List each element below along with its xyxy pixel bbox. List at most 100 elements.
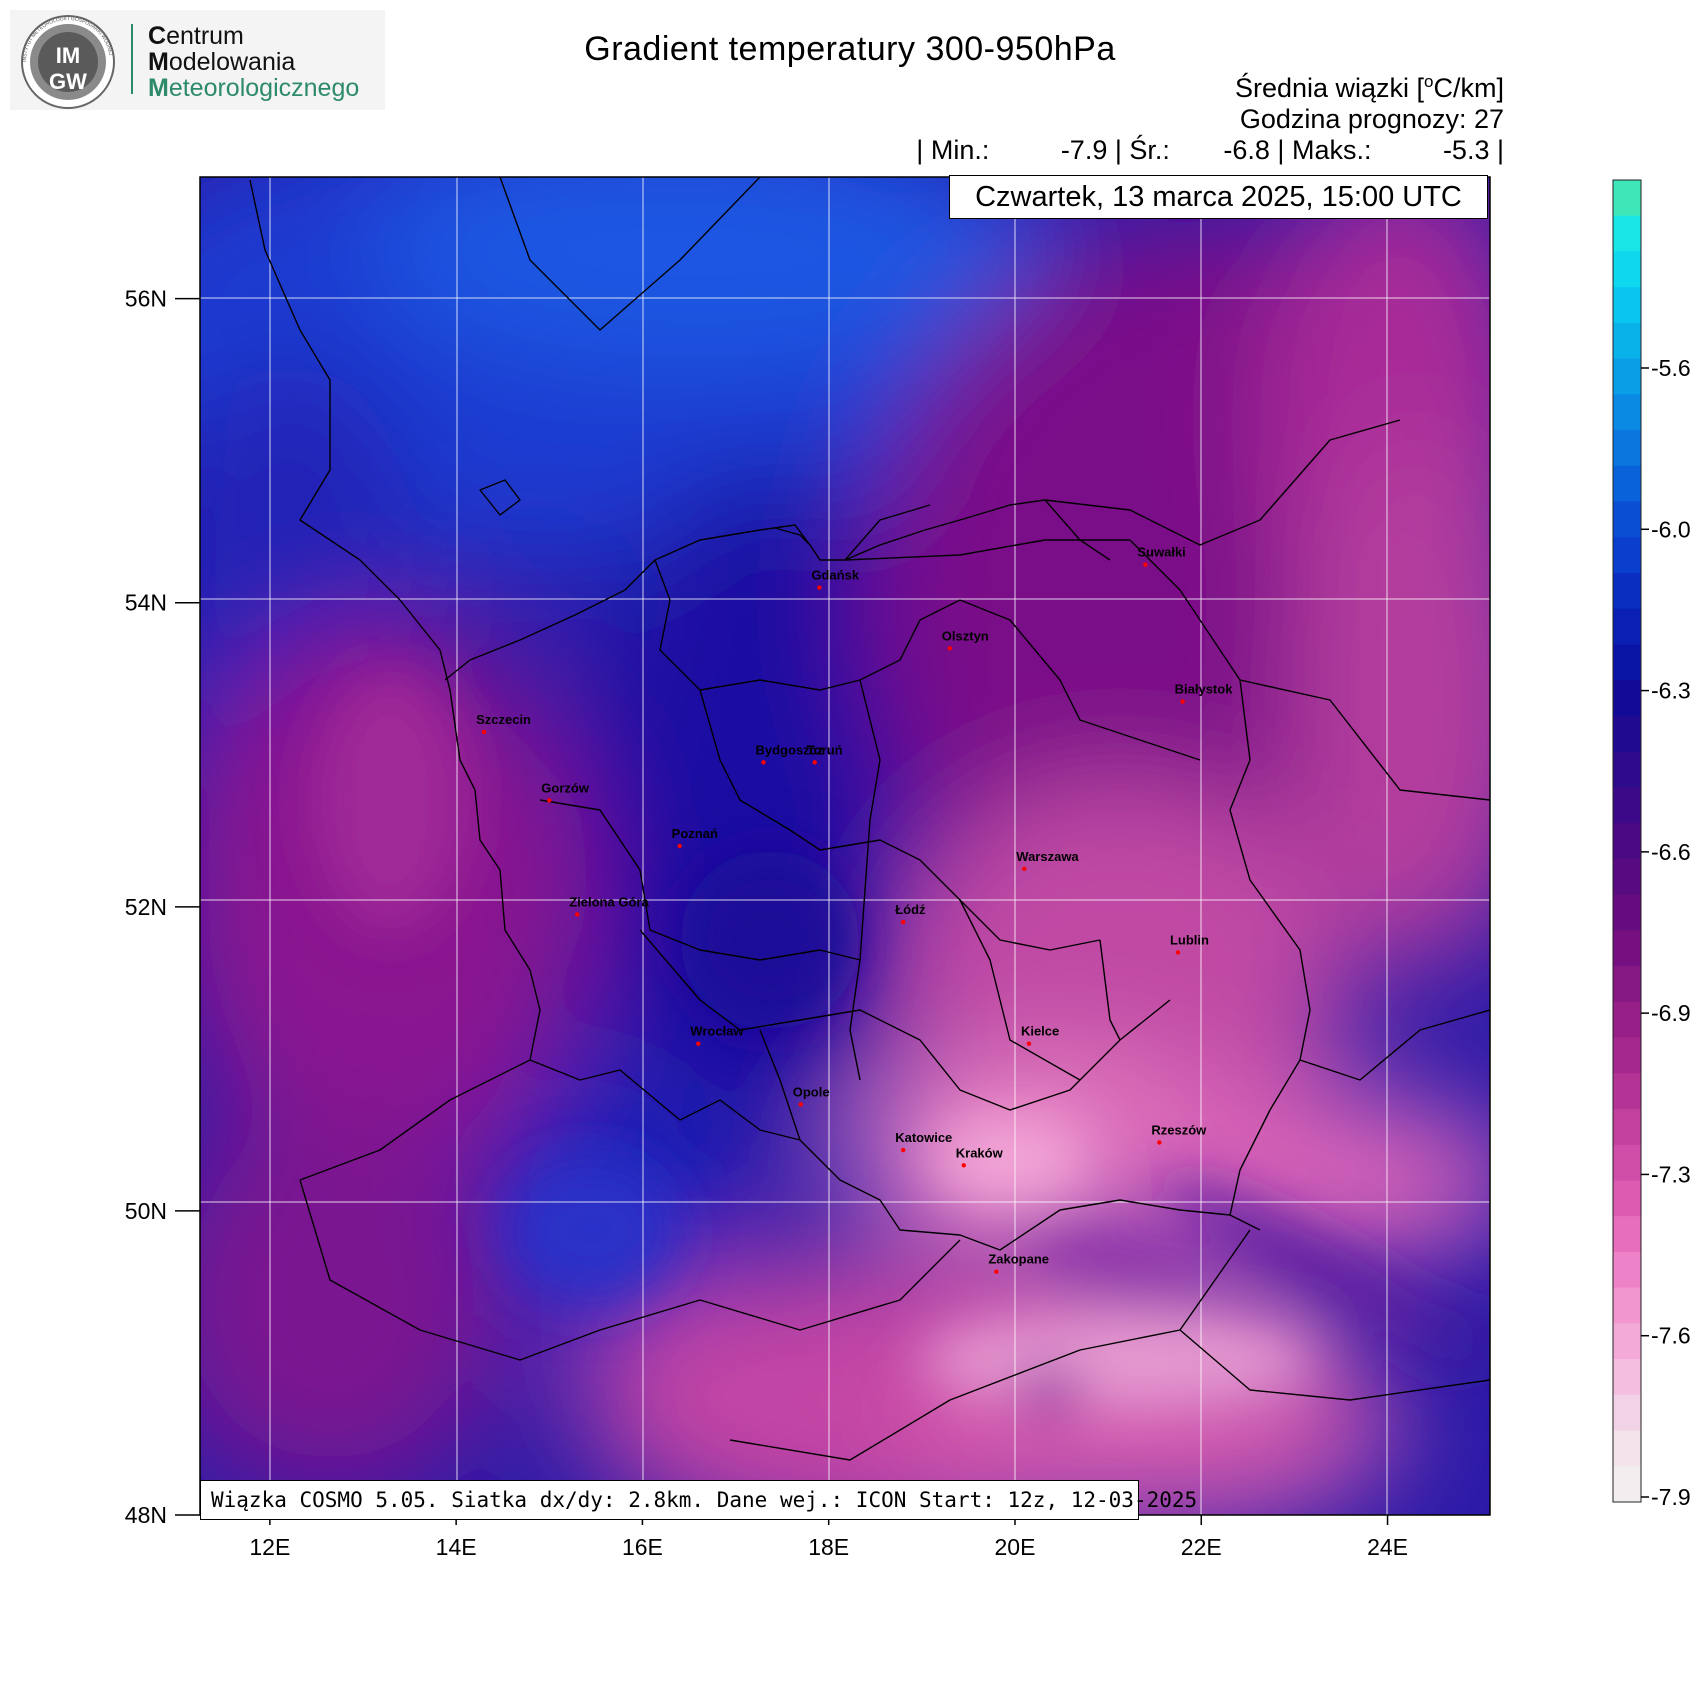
stats-sep: | bbox=[916, 135, 924, 165]
colorbar-swatch bbox=[1613, 251, 1641, 288]
colorbar-swatch bbox=[1613, 1216, 1641, 1253]
city-marker bbox=[547, 798, 552, 803]
city-label: Poznań bbox=[672, 826, 718, 841]
city-label: Olsztyn bbox=[942, 628, 989, 643]
lithuania-border bbox=[1044, 419, 1401, 546]
colorbar-swatch bbox=[1613, 1323, 1641, 1360]
city-marker bbox=[1175, 950, 1181, 955]
city-marker bbox=[994, 1269, 999, 1274]
logo-line2-rest: odelowania bbox=[169, 48, 296, 76]
stats-line: | Min.: -7.9 | Śr.: -6.8 | Maks.: -5.3 | bbox=[916, 135, 1504, 166]
ukraine-border bbox=[1299, 1009, 1490, 1081]
city-marker bbox=[1143, 562, 1148, 567]
mean-suffix: C/km] bbox=[1433, 73, 1505, 103]
field-detail bbox=[315, 670, 1490, 1415]
city-label: Toruń bbox=[807, 742, 843, 757]
model-info: Wiązka COSMO 5.05. Siatka dx/dy: 2.8km. … bbox=[200, 1480, 1197, 1520]
stats-max-value: -5.3 bbox=[1442, 135, 1490, 165]
city-label: Gorzów bbox=[541, 780, 590, 795]
city-label: Gdańsk bbox=[811, 568, 859, 583]
colorbar-swatch bbox=[1613, 180, 1641, 217]
voivodeship-west bbox=[539, 799, 861, 961]
colorbar-swatch bbox=[1613, 1359, 1641, 1396]
colorbar-swatch bbox=[1613, 465, 1641, 503]
colorbar-label: -6.0 bbox=[1651, 516, 1691, 542]
austria-border bbox=[299, 1179, 601, 1361]
city-label: Suwałki bbox=[1137, 545, 1185, 560]
city-label: Zakopane bbox=[988, 1252, 1049, 1267]
colorbar-swatch bbox=[1613, 322, 1641, 360]
colorbar-swatch bbox=[1613, 1001, 1641, 1039]
colorbar-swatch bbox=[1613, 501, 1641, 538]
badge-text-bottom: GW bbox=[49, 69, 87, 94]
city-label: Łódź bbox=[895, 902, 926, 917]
cities-layer: Gdańsk Olsztyn Suwałki Białystok Szczecin Byd… bbox=[476, 545, 1233, 1274]
colorbar-swatch bbox=[1613, 287, 1641, 324]
colorbar-swatch bbox=[1613, 394, 1641, 431]
city-marker bbox=[901, 1147, 906, 1153]
colorbar-swatch bbox=[1613, 1287, 1641, 1324]
city-label: Opole bbox=[793, 1084, 830, 1099]
colorbar-swatch bbox=[1613, 1180, 1641, 1217]
graticule bbox=[200, 177, 1490, 1515]
y-tick-label: 48N bbox=[125, 1502, 167, 1528]
chart-title: Gradient temperatury 300-950hPa bbox=[584, 30, 1116, 68]
forecast-date: Czwartek, 13 marca 2025, 15:00 UTC bbox=[949, 175, 1488, 219]
colorbar-swatch bbox=[1613, 751, 1641, 788]
poland-south-west-border bbox=[529, 1059, 1261, 1251]
logo-line2-first: M bbox=[148, 48, 169, 76]
colorbar-swatch bbox=[1613, 680, 1641, 717]
colorbar-label: -7.6 bbox=[1651, 1323, 1691, 1349]
city-label: Szczecin bbox=[476, 712, 531, 727]
voivodeship-south bbox=[639, 929, 1171, 1111]
city-marker bbox=[1022, 866, 1027, 872]
colorbar-swatch bbox=[1613, 644, 1641, 681]
city-marker bbox=[812, 760, 817, 765]
mean-degree-sup: o bbox=[1424, 72, 1434, 91]
city-marker bbox=[677, 843, 682, 849]
city-label: Bydgoszcz bbox=[756, 742, 824, 757]
swedish-coast bbox=[499, 177, 761, 331]
y-tick-label: 50N bbox=[125, 1198, 167, 1224]
bornholm bbox=[479, 479, 521, 516]
city-label: Lublin bbox=[1170, 932, 1209, 947]
logo-line1-rest: entrum bbox=[166, 22, 244, 50]
colorbar-swatch bbox=[1613, 930, 1641, 967]
colorbar-label: -7.9 bbox=[1651, 1484, 1691, 1510]
colorbar: -5.6 -6.0 -6.3 -6.6 -6.9 -7.3 -7.6 -7.9 bbox=[1612, 179, 1691, 1510]
colorbar-swatch bbox=[1613, 894, 1641, 931]
city-label: Zielona Góra bbox=[569, 894, 649, 909]
city-marker bbox=[696, 1041, 701, 1046]
colorbar-swatch bbox=[1613, 1466, 1641, 1503]
stats-sep: | bbox=[1114, 135, 1122, 165]
colorbar-swatch bbox=[1613, 715, 1641, 753]
stats-min-value: -7.9 bbox=[1060, 135, 1108, 165]
voivodeship-lines-2 bbox=[759, 679, 1121, 1141]
forecast-hour-label: Godzina prognozy: 27 bbox=[1239, 104, 1504, 134]
colorbar-swatch bbox=[1613, 823, 1641, 860]
city-marker bbox=[761, 760, 766, 765]
colorbar-label: -6.9 bbox=[1651, 1000, 1691, 1026]
voivodeship-north bbox=[654, 559, 1201, 761]
colorbar-swatch bbox=[1613, 608, 1641, 645]
city-label: Warszawa bbox=[1016, 849, 1079, 864]
badge-text-top: IM bbox=[56, 43, 80, 68]
colorbar-swatch bbox=[1613, 966, 1641, 1003]
x-tick-label: 16E bbox=[622, 1534, 663, 1560]
city-marker bbox=[1157, 1140, 1162, 1145]
y-tick-label: 54N bbox=[125, 590, 167, 616]
city-label: Kielce bbox=[1021, 1024, 1059, 1039]
poland-east-border bbox=[1129, 539, 1311, 1216]
city-label: Wrocław bbox=[690, 1024, 744, 1039]
city-marker bbox=[961, 1163, 966, 1168]
stats-avg-label: Śr.: bbox=[1129, 135, 1170, 165]
voivodeship-center bbox=[699, 689, 1101, 951]
colorbar-swatch bbox=[1613, 1073, 1641, 1110]
x-tick-label: 18E bbox=[808, 1534, 849, 1560]
belarus-border bbox=[1239, 679, 1490, 801]
svg-text:Centrum: Centrum bbox=[148, 22, 244, 50]
colorbar-swatch bbox=[1613, 358, 1641, 395]
stats-sep: | bbox=[1277, 135, 1285, 165]
stats-sep: | bbox=[1496, 135, 1504, 165]
city-label: Rzeszów bbox=[1151, 1122, 1207, 1137]
